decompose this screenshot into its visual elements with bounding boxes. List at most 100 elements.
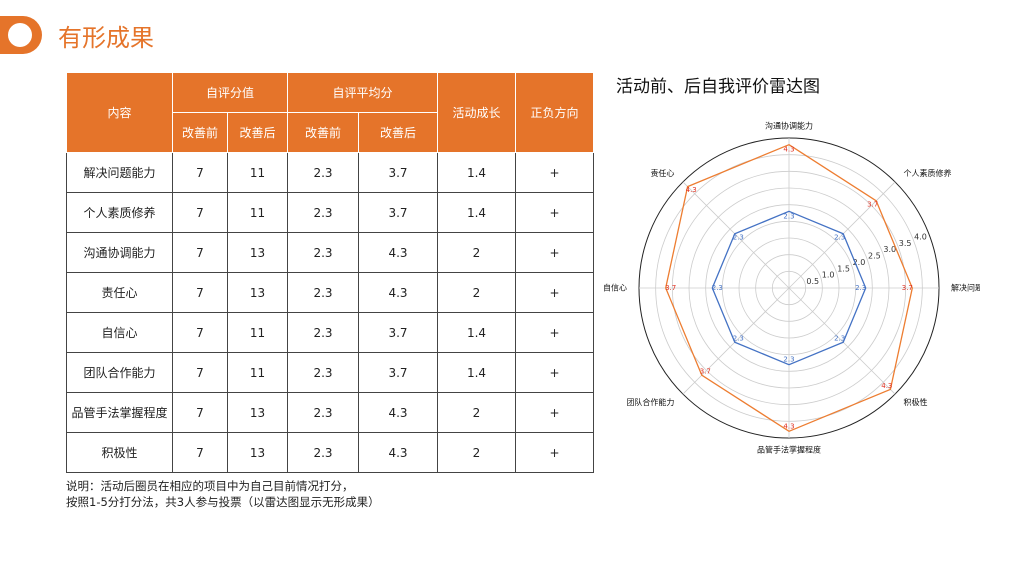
spoke xyxy=(682,287,790,395)
table-cell: 11 xyxy=(227,352,288,393)
chart-title: 活动前、后自我评价雷达图 xyxy=(616,77,820,97)
table-cell: + xyxy=(515,232,594,273)
header-cell: 改善前 xyxy=(287,112,359,153)
note: 说明：活动后圈员在相应的项目中为自己目前情况打分， 按照1-5分打分法，共3人参与… xyxy=(66,478,380,510)
data-label: 4.3 xyxy=(881,382,892,390)
header-cell: 正负方向 xyxy=(515,72,594,153)
table-cell: 2 xyxy=(437,392,516,433)
table-row: 积极性 7 13 2.3 4.3 2 + xyxy=(66,432,594,473)
table-cell: 2 xyxy=(437,272,516,313)
table-row: 品管手法掌握程度 7 13 2.3 4.3 2 + xyxy=(66,392,594,433)
table-cell: 自信心 xyxy=(66,312,173,353)
table: 内容 自评分值 自评平均分 活动成长 正负方向 改善前 改善后 改善前 改善后 解决问题能力 7… xyxy=(66,72,594,473)
table-cell: 2.3 xyxy=(287,312,359,353)
data-label: 4.3 xyxy=(783,422,794,430)
table-cell: + xyxy=(515,432,594,473)
category-label: 解决问题能力 xyxy=(951,283,980,293)
table-cell: + xyxy=(515,352,594,393)
table-cell: 7 xyxy=(172,232,228,273)
spoke xyxy=(788,287,896,395)
table-cell: 4.3 xyxy=(358,432,438,473)
category-label: 团队合作能力 xyxy=(626,397,674,407)
data-label: 2.3 xyxy=(733,233,744,241)
slide-title: 有形成果 xyxy=(58,24,154,52)
table-cell: 7 xyxy=(172,312,228,353)
table-cell: + xyxy=(515,392,594,433)
table-cell: 2 xyxy=(437,232,516,273)
table-cell: 1.4 xyxy=(437,312,516,353)
spoke xyxy=(788,181,896,289)
table-cell: + xyxy=(515,152,594,193)
data-label: 2.3 xyxy=(712,284,723,292)
r-tick-label: 1.5 xyxy=(837,264,850,273)
header-cell: 改善前 xyxy=(172,112,228,153)
note-line: 按照1-5分打分法，共3人参与投票（以雷达图显示无形成果） xyxy=(66,495,380,509)
table-cell: 3.7 xyxy=(358,152,438,193)
category-label: 责任心 xyxy=(650,168,674,178)
table-cell: 2.3 xyxy=(287,392,359,433)
icon xyxy=(8,23,32,47)
table-cell: 4.3 xyxy=(358,272,438,313)
series-line xyxy=(711,210,867,366)
header-cell: 改善后 xyxy=(227,112,288,153)
data-label: 4.3 xyxy=(783,146,794,154)
header-cell: 活动成长 xyxy=(437,72,516,153)
table-cell: 1.4 xyxy=(437,352,516,393)
table-cell: 1.4 xyxy=(437,192,516,233)
table-cell: 13 xyxy=(227,432,288,473)
data-label: 3.7 xyxy=(665,284,676,292)
table-cell: 个人素质修养 xyxy=(66,192,173,233)
header-cell: 自评分值 xyxy=(172,72,288,113)
table-cell: 7 xyxy=(172,272,228,313)
data-label: 2.3 xyxy=(834,335,845,343)
category-label: 自信心 xyxy=(603,283,627,293)
data-label: 3.7 xyxy=(700,368,711,376)
r-tick-label: 2.0 xyxy=(853,258,866,267)
spoke xyxy=(682,181,790,289)
r-tick-label: 3.5 xyxy=(899,239,912,248)
table-cell: 积极性 xyxy=(66,432,173,473)
data-label: 3.7 xyxy=(867,200,878,208)
table-cell: 解决问题能力 xyxy=(66,152,173,193)
r-tick-label: 3.0 xyxy=(883,245,896,254)
table-cell: 2.3 xyxy=(287,192,359,233)
header-cell: 内容 xyxy=(66,72,173,153)
table-cell: 2 xyxy=(437,432,516,473)
series-line xyxy=(665,143,913,433)
table-row: 自信心 7 11 2.3 3.7 1.4 + xyxy=(66,312,594,353)
data-label: 2.3 xyxy=(783,212,794,220)
table-cell: 7 xyxy=(172,392,228,433)
header-cell: 自评平均分 xyxy=(287,72,438,113)
data-label: 2.3 xyxy=(834,233,845,241)
table-row: 个人素质修养 7 11 2.3 3.7 1.4 + xyxy=(66,192,594,233)
table-cell: 2.3 xyxy=(287,352,359,393)
table-cell: 1.4 xyxy=(437,152,516,193)
table-row: 团队合作能力 7 11 2.3 3.7 1.4 + xyxy=(66,352,594,393)
r-tick-label: 4.0 xyxy=(914,232,927,241)
table-row: 解决问题能力 7 11 2.3 3.7 1.4 + xyxy=(66,152,594,193)
table-cell: 7 xyxy=(172,152,228,193)
header-cell: 改善后 xyxy=(358,112,438,153)
table-cell: 3.7 xyxy=(358,192,438,233)
table-cell: 4.3 xyxy=(358,392,438,433)
table-cell: 13 xyxy=(227,232,288,273)
table-cell: 7 xyxy=(172,432,228,473)
table-cell: 沟通协调能力 xyxy=(66,232,173,273)
table-cell: + xyxy=(515,312,594,353)
category-label: 沟通协调能力 xyxy=(765,121,813,131)
category-label: 个人素质修养 xyxy=(904,168,952,178)
table-cell: 3.7 xyxy=(358,312,438,353)
table-row: 沟通协调能力 7 13 2.3 4.3 2 + xyxy=(66,232,594,273)
table-cell: 2.3 xyxy=(287,432,359,473)
table-cell: 7 xyxy=(172,352,228,393)
table-cell: 11 xyxy=(227,192,288,233)
table-cell: + xyxy=(515,192,594,233)
table-cell: 4.3 xyxy=(358,232,438,273)
table-cell: 7 xyxy=(172,192,228,233)
table-cell: 3.7 xyxy=(358,352,438,393)
r-tick-label: 1.0 xyxy=(822,271,835,280)
category-label: 积极性 xyxy=(904,397,928,407)
data-label: 2.3 xyxy=(733,335,744,343)
table-cell: 团队合作能力 xyxy=(66,352,173,393)
